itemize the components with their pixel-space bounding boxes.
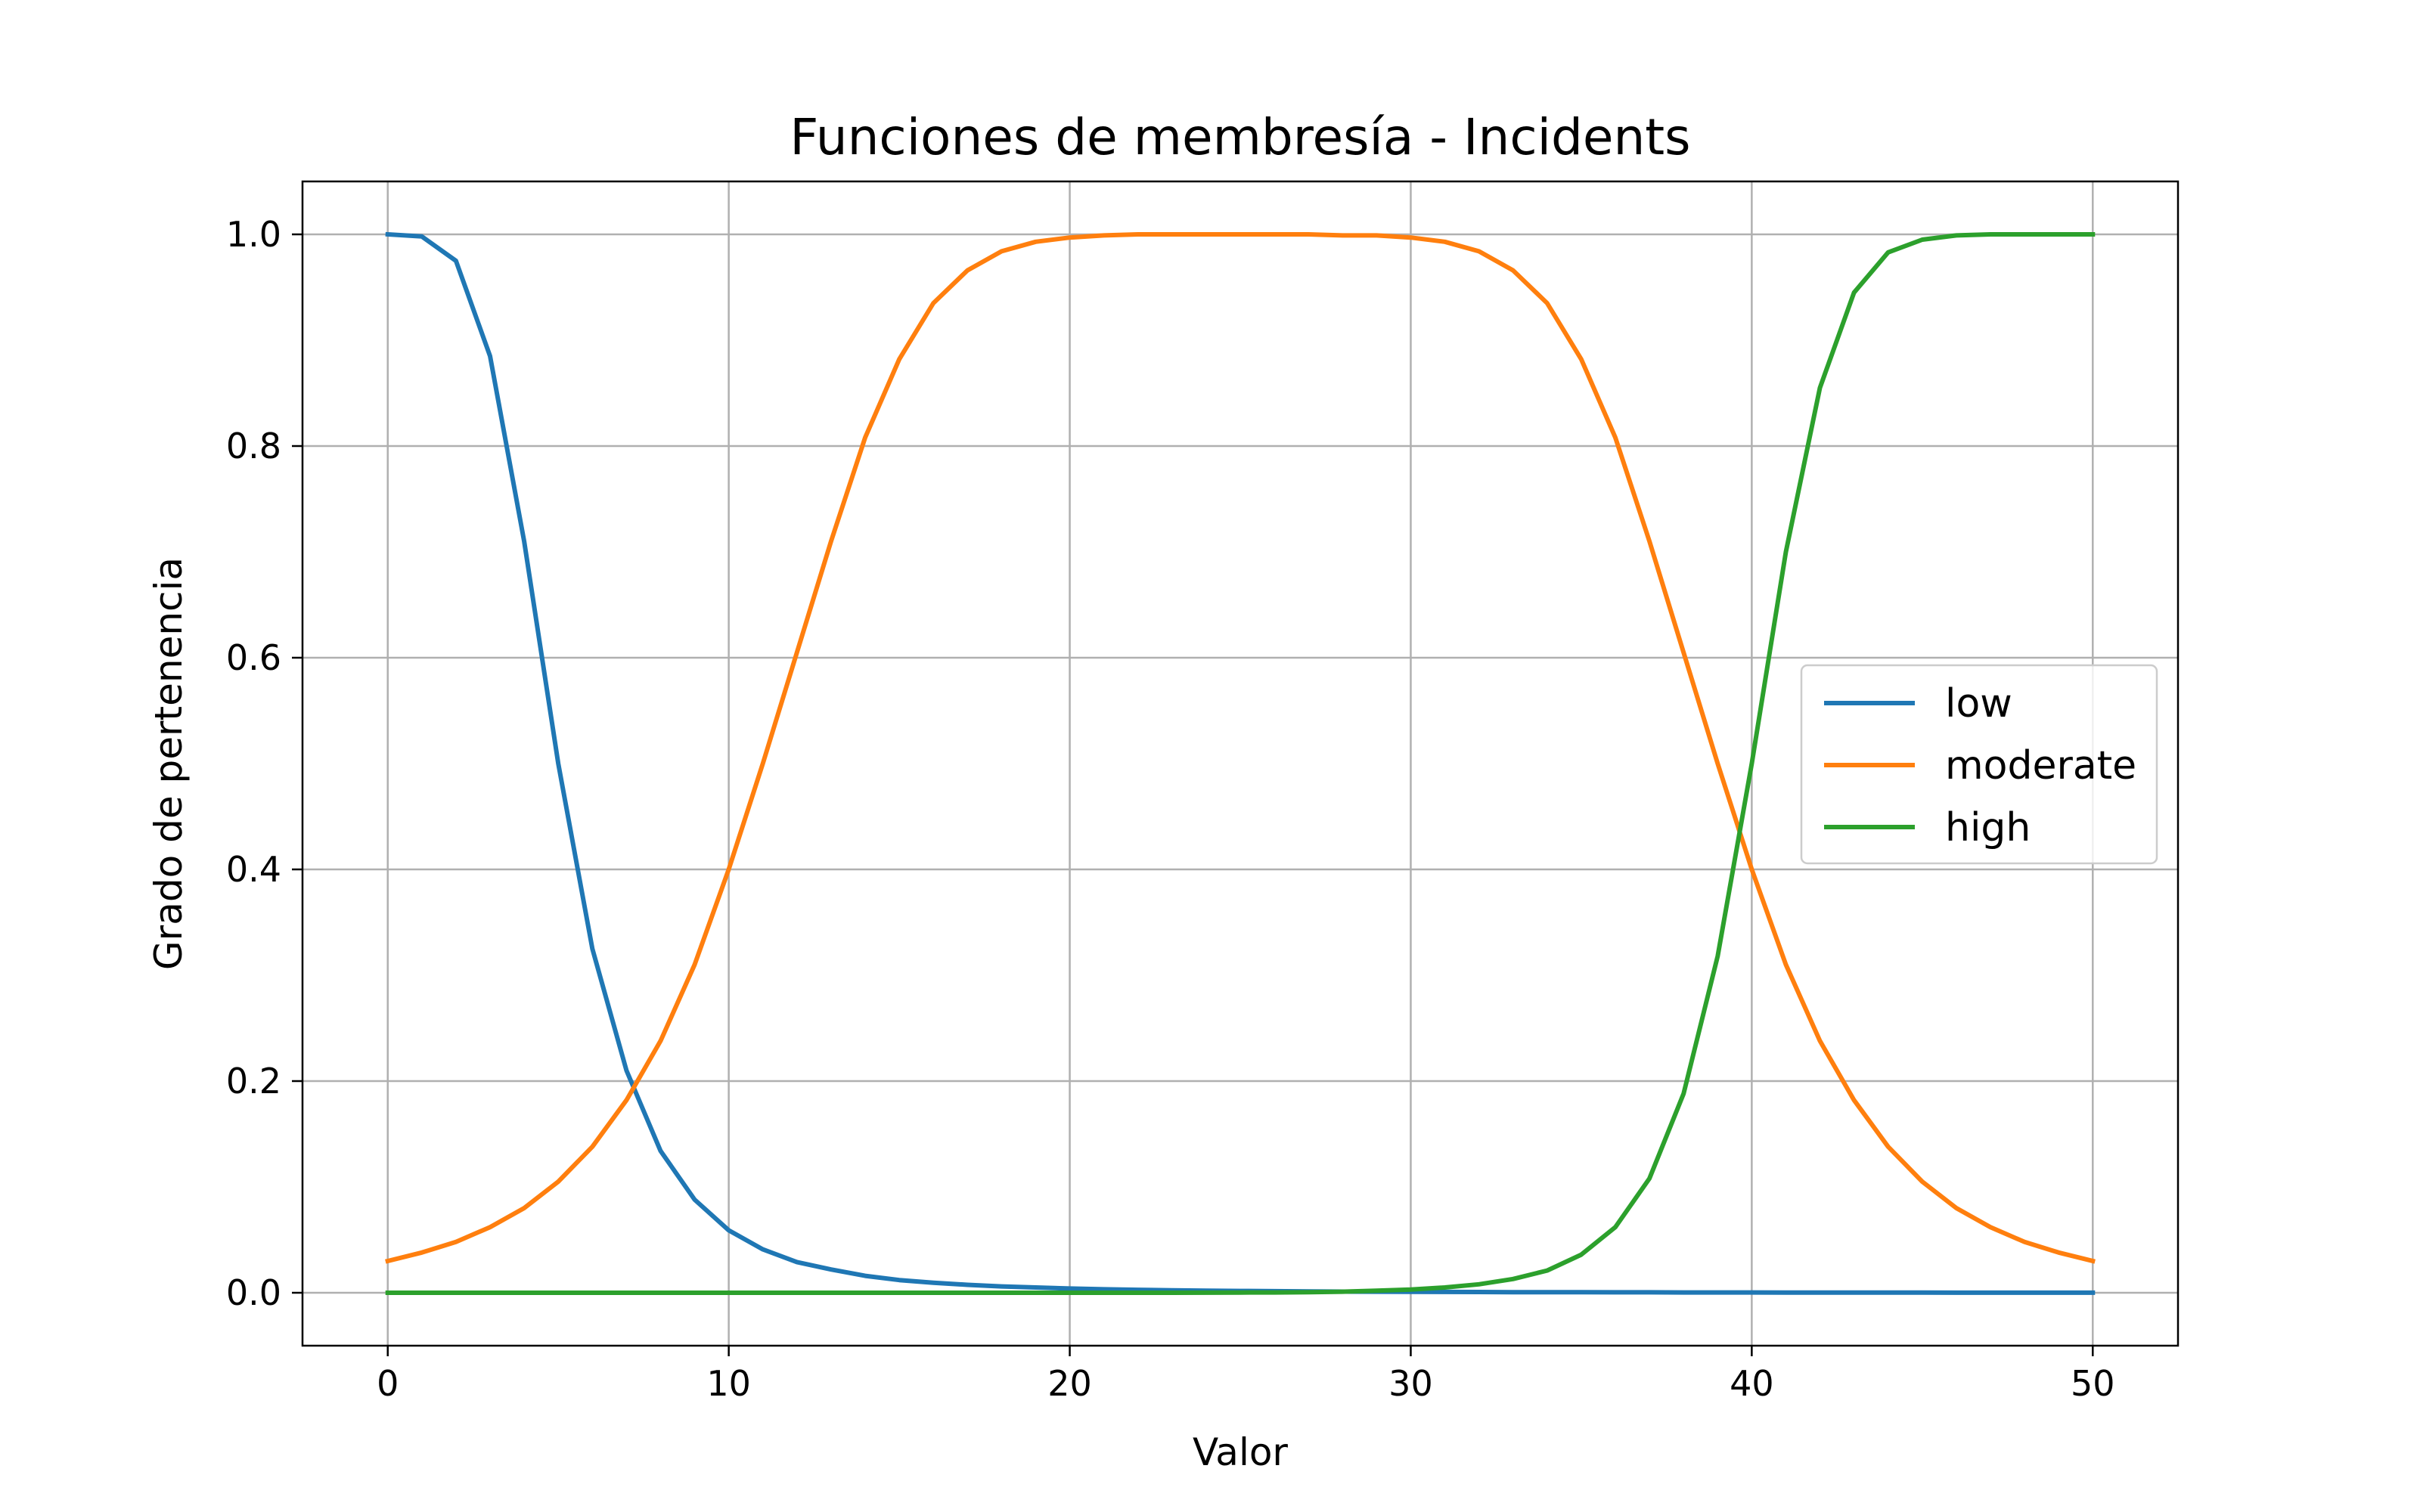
ticks — [292, 233, 2094, 1356]
x-axis-label: Valor — [1193, 1430, 1288, 1474]
chart-title: Funciones de membresía - Incidents — [790, 108, 1690, 166]
legend-label-high: high — [1945, 805, 2031, 850]
legend-box — [1800, 664, 2158, 865]
series-line-high — [385, 232, 2096, 1295]
legend-label-moderate: moderate — [1945, 743, 2136, 789]
y-tick-label: 0.4 — [226, 849, 281, 890]
y-tick-label: 0.0 — [226, 1272, 281, 1313]
plot-frame — [301, 180, 2180, 1347]
y-tick-label: 0.6 — [226, 637, 281, 678]
x-tick-label: 40 — [1730, 1363, 1774, 1404]
y-tick-label: 0.2 — [226, 1061, 281, 1101]
x-tick-label: 30 — [1388, 1363, 1433, 1404]
x-tick-label: 0 — [377, 1363, 399, 1404]
x-tick-label: 20 — [1047, 1363, 1092, 1404]
y-tick-label: 0.8 — [226, 426, 281, 466]
series-lines — [385, 231, 2096, 1295]
y-axis-label: Grado de pertenencia — [147, 557, 191, 970]
tick-labels: 0 10 20 30 40 50 0.0 0.2 0.4 0.6 0.8 1.0 — [226, 214, 2115, 1404]
legend: low moderate high — [1800, 664, 2158, 865]
x-tick-label: 10 — [706, 1363, 751, 1404]
x-tick-label: 50 — [2071, 1363, 2115, 1404]
legend-label-low: low — [1945, 681, 2012, 727]
legend-entries: low moderate high — [1824, 681, 2136, 850]
series-line-moderate — [385, 232, 2096, 1264]
y-tick-label: 1.0 — [226, 214, 281, 255]
